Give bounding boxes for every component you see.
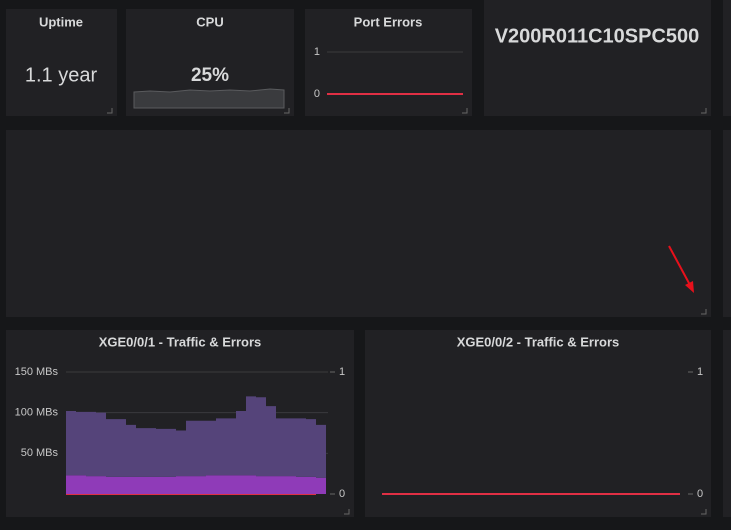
panel-title: XGE0/0/1 - Traffic & Errors (99, 334, 262, 349)
panel-title: XGE0/0/2 - Traffic & Errors (457, 334, 620, 349)
version-text: V200R011C10SPC500 (495, 25, 700, 47)
resize-handle[interactable] (462, 108, 468, 114)
panel-title: Port Errors (354, 14, 423, 29)
resize-handle[interactable] (701, 509, 707, 515)
panel (305, 9, 472, 116)
resize-handles (107, 108, 707, 515)
y2-tick-label: 0 (697, 488, 703, 500)
panel (723, 130, 731, 317)
panel (484, 0, 711, 116)
panel-title: CPU (196, 14, 223, 29)
resize-handle[interactable] (107, 108, 113, 114)
y-tick-label: 100 MBs (15, 407, 59, 419)
panel (365, 330, 711, 517)
panel-title: Uptime (39, 14, 83, 29)
panel (723, 330, 731, 517)
stat-value: 1.1 year (25, 64, 98, 86)
resize-handle[interactable] (344, 509, 350, 515)
y2-tick-label: 0 (339, 488, 345, 500)
annotation-arrow (668, 245, 691, 286)
y-tick-label: 0 (314, 88, 320, 100)
resize-handle[interactable] (284, 108, 290, 114)
annotation-arrowhead (685, 281, 694, 293)
panel (723, 0, 731, 116)
panel (6, 130, 711, 317)
y2-tick-label: 1 (339, 366, 345, 378)
y-tick-label: 50 MBs (21, 447, 59, 459)
series-area (66, 475, 326, 494)
resize-handle[interactable] (701, 108, 707, 114)
y-tick-label: 1 (314, 46, 320, 58)
sparkline (133, 88, 285, 109)
stat-value: 25% (191, 65, 229, 86)
y2-tick-label: 1 (697, 366, 703, 378)
series-area (66, 396, 326, 478)
panel (6, 9, 117, 116)
resize-handle[interactable] (701, 309, 707, 315)
y-tick-label: 150 MBs (15, 366, 59, 378)
